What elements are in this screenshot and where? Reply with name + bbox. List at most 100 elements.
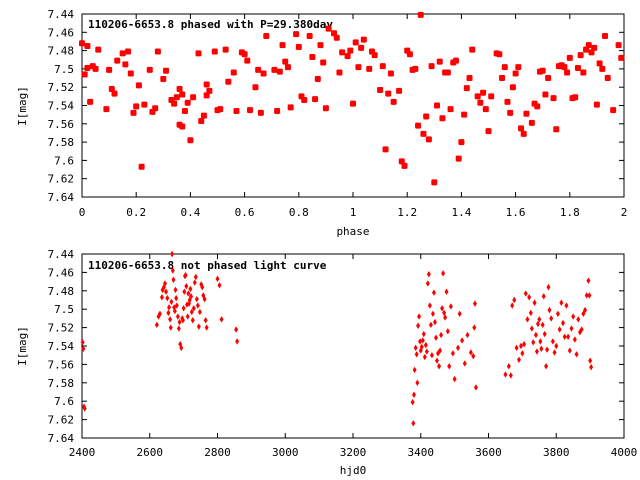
data-point: [445, 328, 450, 335]
data-point: [561, 64, 568, 71]
data-point: [191, 305, 196, 312]
data-point: [571, 313, 576, 320]
data-point: [119, 50, 126, 57]
data-point: [430, 310, 435, 317]
data-point: [81, 71, 88, 78]
data-point: [602, 32, 609, 39]
data-point: [179, 123, 186, 130]
data-point: [410, 398, 415, 406]
data-point: [615, 42, 622, 49]
data-point: [413, 344, 418, 352]
x-tick-label: 2400: [69, 446, 96, 459]
data-point: [417, 313, 422, 320]
data-point: [485, 128, 492, 135]
y-tick-label: 7.58: [48, 136, 75, 149]
data-point: [200, 112, 207, 119]
data-point: [114, 57, 121, 64]
data-point: [507, 109, 514, 116]
y-tick-label: 7.52: [48, 81, 75, 94]
data-point: [465, 331, 470, 339]
x-tick-label: 1.8: [560, 206, 580, 219]
x-tick-label: 2800: [204, 446, 231, 459]
data-point: [523, 290, 528, 297]
data-point: [458, 139, 465, 146]
x-tick-label: 0.4: [180, 206, 200, 219]
data-point: [347, 47, 354, 54]
data-point: [438, 347, 443, 354]
x-tick-label: 0: [79, 206, 86, 219]
data-point: [371, 52, 378, 59]
data-point: [534, 103, 541, 110]
data-point: [506, 363, 511, 370]
data-point: [424, 348, 429, 355]
data-point: [420, 337, 425, 344]
data-point: [474, 93, 481, 100]
data-point: [111, 90, 118, 97]
data-point: [559, 299, 564, 306]
data-point: [596, 60, 603, 67]
data-point: [415, 122, 422, 129]
plot-frame: [81, 253, 625, 439]
data-point: [542, 91, 549, 98]
data-point: [190, 317, 195, 324]
data-point: [385, 90, 392, 97]
data-point: [138, 163, 145, 170]
data-point: [189, 293, 194, 300]
data-point: [564, 69, 571, 76]
data-point: [415, 379, 420, 386]
data-point: [225, 78, 232, 85]
data-point: [193, 273, 198, 281]
y-tick-label: 7.64: [48, 432, 75, 445]
data-point: [263, 32, 270, 39]
data-point: [200, 283, 205, 291]
data-point: [510, 302, 515, 309]
plot-title: 110206-6653.8 phased with P=29.380day: [88, 18, 333, 31]
y-tick-label: 7.44: [48, 8, 75, 21]
data-point: [562, 333, 567, 340]
data-point: [127, 70, 134, 77]
data-point: [564, 302, 569, 309]
y-axis-label: I[mag]: [16, 326, 29, 366]
data-point: [108, 86, 115, 93]
data-point: [538, 338, 543, 345]
data-point: [518, 125, 525, 132]
data-point: [366, 65, 373, 72]
data-point: [167, 304, 172, 311]
data-point: [339, 49, 346, 56]
data-point: [554, 342, 559, 350]
data-point: [441, 270, 446, 277]
y-tick-label: 7.48: [48, 285, 75, 298]
data-point: [549, 315, 554, 322]
data-point: [282, 58, 289, 65]
data-point: [141, 101, 148, 108]
data-point: [586, 277, 591, 284]
data-point: [203, 81, 210, 88]
data-point: [420, 130, 427, 137]
data-point: [503, 371, 508, 378]
data-point: [520, 130, 527, 137]
data-point: [566, 54, 573, 61]
data-point: [276, 68, 283, 75]
data-point: [412, 65, 419, 72]
data-point: [561, 319, 566, 327]
data-point: [593, 101, 600, 108]
x-tick-label: 3800: [543, 446, 570, 459]
data-point: [501, 64, 508, 71]
data-point: [418, 338, 423, 345]
x-tick-label: 1.6: [506, 206, 526, 219]
data-point: [566, 333, 571, 340]
y-tick-label: 7.62: [48, 173, 75, 186]
data-point: [508, 372, 513, 379]
data-point: [180, 317, 185, 324]
data-point: [539, 345, 544, 352]
data-point: [537, 316, 542, 323]
data-point: [461, 111, 468, 118]
data-point: [567, 347, 572, 354]
data-point: [317, 42, 324, 49]
data-point: [204, 324, 209, 331]
data-point: [545, 75, 552, 82]
data-point: [81, 345, 86, 352]
data-point: [436, 58, 443, 65]
data-point: [552, 349, 557, 356]
data-point: [192, 279, 197, 286]
